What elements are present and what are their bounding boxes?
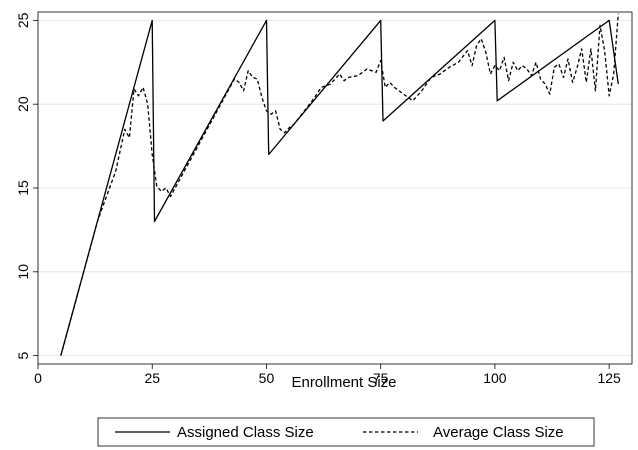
series-line-average [60,13,619,356]
legend-label-assigned: Assigned Class Size [177,424,314,441]
legend: Assigned Class Size Average Class Size [97,417,595,447]
series-line-assigned [60,19,619,356]
y-tick-label: 20 [15,96,31,112]
y-tick-label: 10 [15,264,31,280]
y-tick-label: 5 [15,352,31,360]
gridlines [38,19,632,357]
y-tick-label: 25 [15,12,31,28]
legend-label-average: Average Class Size [433,424,564,441]
x-tick-label: 25 [144,370,160,386]
series-layer [60,13,619,356]
legend-box [97,417,595,447]
y-tick-label: 15 [15,180,31,196]
x-tick-label: 75 [373,370,389,386]
y-axis: 5 10 15 20 25 [15,12,38,360]
x-tick-label: 125 [597,370,621,386]
x-tick-label: 100 [483,370,507,386]
x-tick-label: 0 [34,370,42,386]
x-axis-label: Enrollment Size [291,374,396,391]
x-tick-label: 50 [259,370,275,386]
x-axis: 0 25 50 75 100 125 [34,364,621,386]
